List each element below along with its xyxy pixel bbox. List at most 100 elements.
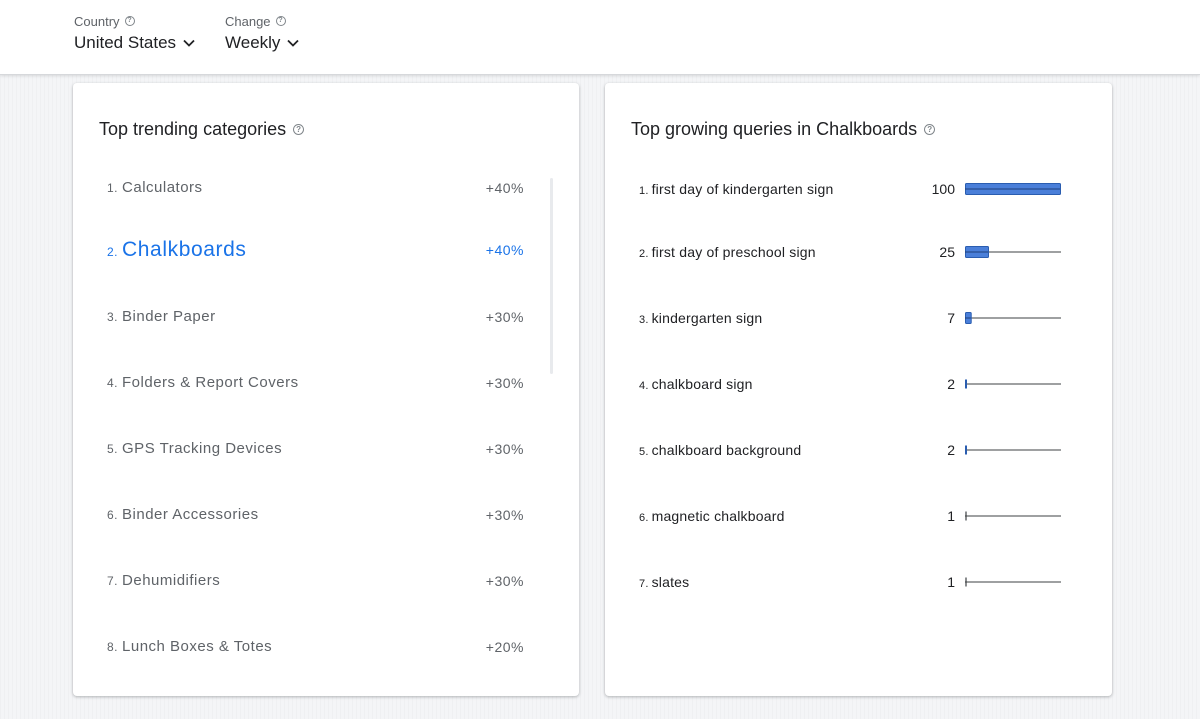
query-rank: 7. xyxy=(639,578,649,590)
change-select-value: Weekly xyxy=(225,33,281,52)
query-text: kindergarten sign xyxy=(651,310,763,326)
category-rank: 2. xyxy=(107,245,119,259)
category-label: 5. GPS Tracking Devices xyxy=(107,440,282,457)
query-bar xyxy=(965,509,1061,523)
country-select-value: United States xyxy=(74,33,177,52)
query-rank: 2. xyxy=(639,248,649,260)
query-bar xyxy=(965,575,1061,589)
chevron-down-icon xyxy=(183,39,195,47)
category-name: Lunch Boxes & Totes xyxy=(122,638,273,655)
help-icon[interactable]: ? xyxy=(275,16,286,26)
country-filter[interactable]: Country ? United States xyxy=(74,13,196,53)
query-item: 6. magnetic chalkboard 1 xyxy=(639,506,1061,526)
query-text: first day of preschool sign xyxy=(651,244,816,260)
category-rank: 6. xyxy=(107,508,119,522)
category-item-selected[interactable]: 2. Chalkboards +40% xyxy=(107,238,524,262)
category-name: Dehumidifiers xyxy=(122,572,221,589)
query-rank: 1. xyxy=(639,185,649,197)
change-filter[interactable]: Change ? Weekly xyxy=(225,13,300,53)
query-value: 1 xyxy=(947,508,955,524)
query-bar-chart xyxy=(965,312,1061,324)
category-name: Binder Paper xyxy=(122,308,216,325)
category-item[interactable]: 4. Folders & Report Covers +30% xyxy=(107,374,524,391)
query-bar-chart xyxy=(965,379,1061,389)
change-select[interactable]: Weekly xyxy=(225,33,300,53)
query-value: 2 xyxy=(947,376,955,392)
change-filter-label: Change xyxy=(225,13,271,29)
category-change: +30% xyxy=(485,572,524,589)
query-label: 1. first day of kindergarten sign xyxy=(639,181,833,197)
query-rank: 4. xyxy=(639,380,649,392)
category-change: +40% xyxy=(485,242,524,258)
query-value: 1 xyxy=(947,574,955,590)
category-rank: 8. xyxy=(107,640,119,654)
category-label: 7. Dehumidifiers xyxy=(107,572,220,589)
query-rank: 3. xyxy=(639,314,649,326)
query-label: 7. slates xyxy=(639,574,689,590)
query-label: 2. first day of preschool sign xyxy=(639,244,816,260)
category-item[interactable]: 7. Dehumidifiers +30% xyxy=(107,572,524,589)
query-bar xyxy=(965,245,1061,259)
chevron-down-icon xyxy=(287,39,300,47)
growing-queries-title-row: Top growing queries in Chalkboards ? xyxy=(631,119,936,140)
country-select[interactable]: United States xyxy=(74,33,196,53)
category-rank: 7. xyxy=(107,574,119,588)
category-change: +30% xyxy=(485,308,524,325)
category-item[interactable]: 8. Lunch Boxes & Totes +20% xyxy=(107,638,524,655)
query-value: 100 xyxy=(931,181,955,197)
category-name: Folders & Report Covers xyxy=(122,374,299,391)
category-list-scrollbar[interactable] xyxy=(550,178,553,374)
query-bar-chart xyxy=(965,183,1061,195)
category-rank: 4. xyxy=(107,376,119,390)
query-text: chalkboard sign xyxy=(651,376,753,392)
trending-categories-title: Top trending categories xyxy=(99,119,287,139)
help-icon[interactable]: ? xyxy=(293,124,305,135)
query-label: 3. kindergarten sign xyxy=(639,310,762,326)
query-bar xyxy=(965,182,1061,196)
query-bar-chart xyxy=(965,577,1061,587)
query-label: 5. chalkboard background xyxy=(639,442,801,458)
category-rank: 5. xyxy=(107,442,119,456)
category-name: Calculators xyxy=(122,179,203,196)
query-label: 4. chalkboard sign xyxy=(639,376,753,392)
trending-categories-card: Top trending categories ? 1. Calculators … xyxy=(73,83,579,696)
category-item[interactable]: 6. Binder Accessories +30% xyxy=(107,506,524,523)
query-value: 25 xyxy=(939,244,955,260)
category-item[interactable]: 1. Calculators +40% xyxy=(107,179,524,196)
category-change: +30% xyxy=(485,506,524,523)
query-bar-chart xyxy=(965,511,1061,521)
category-change: +30% xyxy=(485,374,524,391)
top-bar: Country ? United States Change ? Weekly xyxy=(0,0,1200,75)
query-text: chalkboard background xyxy=(651,442,802,458)
help-icon[interactable]: ? xyxy=(124,16,135,26)
category-change: +30% xyxy=(485,440,524,457)
growing-queries-card: Top growing queries in Chalkboards ? 1. f… xyxy=(605,83,1112,696)
query-item: 2. first day of preschool sign 25 xyxy=(639,242,1061,262)
query-label: 6. magnetic chalkboard xyxy=(639,508,785,524)
category-label: 3. Binder Paper xyxy=(107,308,216,325)
change-filter-label-row: Change ? xyxy=(225,13,300,29)
query-text: first day of kindergarten sign xyxy=(651,181,834,197)
category-label: 6. Binder Accessories xyxy=(107,506,259,523)
help-icon[interactable]: ? xyxy=(924,124,936,135)
growing-queries-title: Top growing queries in Chalkboards xyxy=(631,119,918,139)
country-filter-label-row: Country ? xyxy=(74,13,196,29)
category-item[interactable]: 5. GPS Tracking Devices +30% xyxy=(107,440,524,457)
query-item: 7. slates 1 xyxy=(639,572,1061,592)
query-item: 3. kindergarten sign 7 xyxy=(639,308,1061,328)
query-bar xyxy=(965,311,1061,325)
category-name: GPS Tracking Devices xyxy=(122,440,283,457)
query-value: 7 xyxy=(947,310,955,326)
category-name: Binder Accessories xyxy=(122,506,259,523)
query-bar-chart xyxy=(965,246,1061,258)
query-bar xyxy=(965,443,1061,457)
country-filter-label: Country xyxy=(74,13,120,29)
category-item[interactable]: 3. Binder Paper +30% xyxy=(107,308,524,325)
trending-categories-title-row: Top trending categories ? xyxy=(99,119,305,140)
query-text: magnetic chalkboard xyxy=(651,508,785,524)
query-bar-chart xyxy=(965,445,1061,455)
query-text: slates xyxy=(651,574,690,590)
category-change: +40% xyxy=(485,179,524,196)
category-label: 1. Calculators xyxy=(107,179,203,196)
category-label: 8. Lunch Boxes & Totes xyxy=(107,638,272,655)
